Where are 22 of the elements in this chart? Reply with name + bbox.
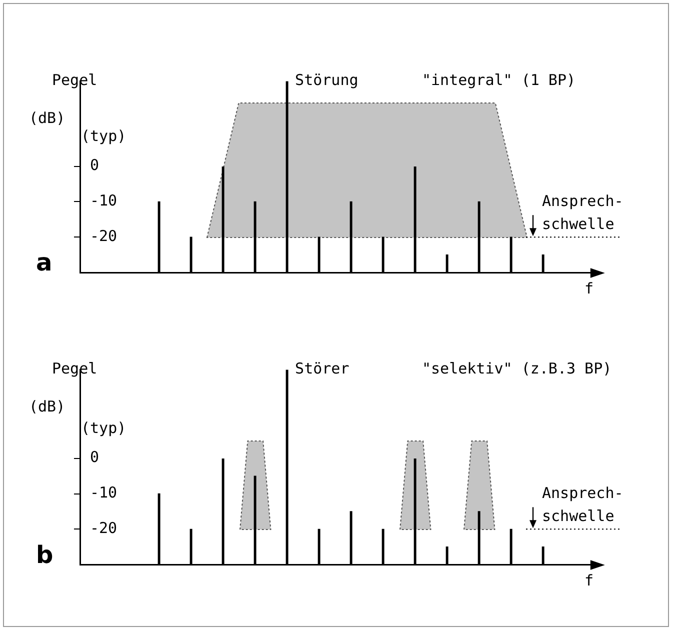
y-tick-label: -20 [90, 519, 118, 538]
text: (dB) [29, 398, 66, 416]
text: a [36, 248, 52, 277]
y-tick-label: -10 [90, 192, 118, 210]
chart-title: "selektiv" (z.B.3 BP) [422, 360, 612, 378]
y-tick-label: 0 [90, 448, 100, 466]
x-axis-title: f [584, 571, 594, 590]
annotation: Störer [295, 360, 350, 378]
y-tick-label: -10 [90, 484, 118, 502]
text: b [36, 540, 54, 569]
ref-line-label: Ansprech- schwelle [542, 192, 624, 233]
y-tick-label: -20 [90, 226, 118, 245]
y-axis-title: Pegel [52, 360, 98, 378]
y-axis-title: Pegel [52, 71, 98, 90]
chart-title: "integral" (1 BP) [422, 71, 576, 90]
annotation: Störung [295, 71, 358, 90]
text: (typ) [81, 419, 126, 438]
y-tick-label: 0 [90, 156, 100, 174]
text: (typ) [81, 127, 126, 146]
ref-line-label: Ansprech- schwelle [542, 484, 624, 526]
text: (dB) [29, 109, 66, 128]
x-axis-title: f [584, 279, 594, 298]
